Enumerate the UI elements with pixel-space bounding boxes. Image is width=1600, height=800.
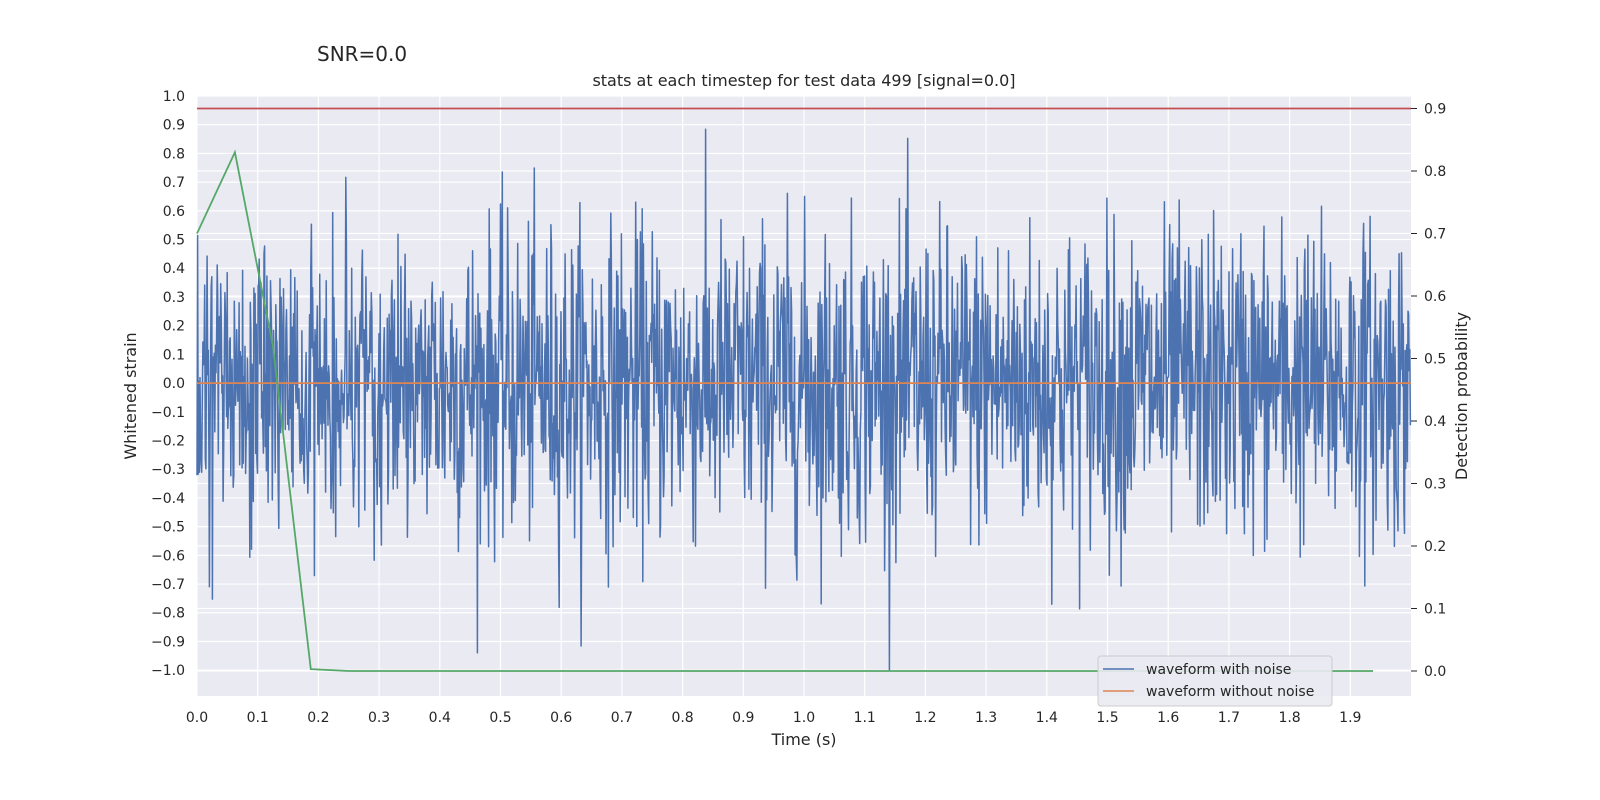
y-tick-label: 0.9 [163,118,185,134]
x-tick-label: 0.7 [611,710,633,726]
y-tick-label: 1.0 [163,89,185,105]
x-tick-label: 1.8 [1278,710,1300,726]
y-tick-label: −0.2 [151,433,185,449]
y-tick-label: 0.2 [163,319,185,335]
x-tick-label: 1.1 [854,710,876,726]
x-tick-label: 1.7 [1218,710,1240,726]
x-tick-label: 0.8 [671,710,693,726]
y2-tick-label: 0.1 [1424,602,1446,618]
y-tick-label: 0.6 [163,204,185,220]
y-tick-label: 0.1 [163,347,185,363]
y-ticks: 1.0 0.9 0.8 0.7 0.6 0.5 0.4 0.3 0.2 0.1 0.0 −0.1 −0.… [151,89,185,679]
legend-box [1097,655,1333,707]
y2-tick-label: 0.5 [1424,352,1446,368]
y-axis-label: Whitened strain [121,332,140,459]
x-tick-label: 0.2 [307,710,329,726]
y2-ticks: 0.9 0.8 0.7 0.6 0.5 0.4 0.3 0.2 0.1 0.0 [1411,102,1446,680]
y-tick-label: −0.5 [151,520,185,536]
y2-tick-label: 0.6 [1424,289,1446,305]
x-tick-label: 1.0 [793,710,815,726]
x-tick-label: 0.3 [368,710,390,726]
y-tick-label: −0.9 [151,634,185,650]
x-tick-label: 1.3 [975,710,997,726]
suptitle: SNR=0.0 [317,42,407,66]
y-tick-label: −0.4 [151,491,185,507]
y2-tick-label: 0.7 [1424,227,1446,243]
x-axis-label: Time (s) [770,730,836,749]
x-tick-label: 0.1 [247,710,269,726]
y2-tick-label: 0.8 [1424,164,1446,180]
y2-axis-label: Detection probability [1452,312,1471,480]
x-tick-label: 1.9 [1339,710,1361,726]
series-line-noise [196,128,1412,671]
series-layer [196,107,1412,672]
y2-tick-label: 0.9 [1424,102,1446,118]
y-tick-label: −0.6 [151,548,185,564]
y-tick-label: 0.0 [163,376,185,392]
legend-label-clean: waveform without noise [1146,684,1314,700]
y-tick-label: 0.8 [163,146,185,162]
legend: waveform with noise waveform without noi… [1097,655,1333,707]
y-tick-label: 0.5 [163,233,185,249]
x-tick-label: 1.6 [1157,710,1179,726]
legend-label-noise: waveform with noise [1146,662,1291,678]
y2-tick-label: 0.3 [1424,477,1446,493]
x-ticks: 0.0 0.1 0.2 0.3 0.4 0.5 0.6 0.7 0.8 0.9 1.0 1.1 1.2 1… [186,710,1362,726]
y-tick-label: −0.1 [151,405,185,421]
y2-tick-label: 0.0 [1424,664,1446,680]
x-tick-label: 1.2 [914,710,936,726]
x-tick-label: 0.5 [489,710,511,726]
series-line-2 [196,149,1374,672]
y-tick-label: −1.0 [151,663,185,679]
x-tick-label: 0.6 [550,710,572,726]
y-tick-label: −0.8 [151,606,185,622]
y-tick-label: −0.3 [151,462,185,478]
chart-title: stats at each timestep for test data 499… [592,71,1015,90]
y-tick-label: −0.7 [151,577,185,593]
x-tick-label: 1.5 [1096,710,1118,726]
y2-tick-label: 0.4 [1424,414,1446,430]
x-tick-label: 1.4 [1036,710,1058,726]
y-tick-label: 0.3 [163,290,185,306]
x-tick-label: 0.9 [732,710,754,726]
y2-tick-label: 0.2 [1424,539,1446,555]
x-tick-label: 0.4 [429,710,451,726]
y-tick-label: 0.7 [163,175,185,191]
x-tick-label: 0.0 [186,710,208,726]
y-tick-label: 0.4 [163,261,185,277]
